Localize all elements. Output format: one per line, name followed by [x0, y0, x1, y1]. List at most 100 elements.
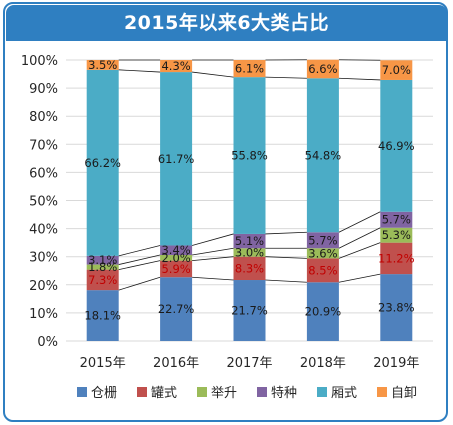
legend-swatch [197, 387, 207, 397]
series-line [118, 254, 161, 265]
data-label: 8.5% [308, 263, 337, 277]
bar-segment [306, 248, 339, 259]
y-tick-label: 30% [29, 251, 58, 266]
bar-segment [233, 248, 266, 257]
title-bar: 2015年以来6大类占比 [6, 5, 447, 41]
legend-swatch [77, 387, 87, 397]
bar-segment [86, 269, 119, 291]
data-label: 3.0% [235, 245, 264, 259]
chart-title: 2015年以来6大类占比 [123, 12, 330, 34]
series-line [265, 231, 307, 235]
bar-segment [160, 60, 193, 73]
bar-segment [380, 211, 413, 228]
bar-segment [233, 280, 266, 341]
bar-segment [160, 277, 193, 341]
bar-segment [233, 233, 266, 249]
data-label: 11.2% [378, 251, 415, 265]
legend-label: 自卸 [391, 385, 417, 401]
legend-label: 仓栅 [91, 386, 117, 401]
bar-segment [160, 255, 193, 261]
series-line [118, 276, 161, 291]
y-tick-label: 50% [29, 195, 58, 210]
bar-segment [233, 60, 266, 78]
data-label: 7.0% [382, 63, 411, 77]
bar-segment [160, 245, 193, 256]
series-line [265, 76, 307, 79]
series-line [192, 256, 234, 262]
bar-segment [306, 282, 339, 341]
data-label: 3.4% [161, 243, 190, 257]
data-label: 7.3% [88, 273, 117, 287]
series-line [265, 256, 307, 259]
x-tick-label: 2015年 [80, 356, 126, 371]
x-tick-label: 2016年 [153, 356, 199, 371]
series-line [338, 59, 381, 61]
data-label: 6.6% [308, 62, 337, 76]
data-label: 5.7% [382, 213, 411, 227]
bar-segment [306, 258, 339, 283]
y-tick-label: 80% [29, 110, 58, 125]
chart-frame [3, 2, 448, 422]
legend-swatch [377, 387, 387, 397]
bar-segment [160, 72, 193, 246]
series-line [118, 245, 161, 257]
x-tick-label: 2018年 [300, 356, 346, 371]
y-tick-label: 20% [29, 279, 58, 294]
bar-segment [380, 242, 413, 275]
data-label: 18.1% [84, 309, 121, 323]
data-label: 23.8% [378, 301, 415, 315]
bar-segment [86, 60, 119, 70]
legend-label: 特种 [271, 386, 297, 401]
series-line [265, 279, 307, 283]
legend-label: 举升 [211, 386, 237, 401]
series-line [338, 77, 381, 81]
bar-segment [380, 227, 413, 243]
bar-segment [86, 290, 119, 341]
bar-segment [306, 232, 339, 249]
bar-segment [380, 274, 413, 341]
data-label: 21.7% [231, 304, 268, 318]
series-line [338, 273, 381, 283]
bar-segment [380, 79, 413, 212]
data-label: 3.1% [88, 253, 117, 267]
data-label: 55.8% [231, 149, 268, 163]
y-tick-label: 40% [29, 223, 58, 238]
x-tick-label: 2017年 [226, 356, 272, 371]
data-label: 5.7% [308, 233, 337, 247]
y-tick-label: 0% [37, 335, 58, 350]
legend-swatch [317, 387, 327, 397]
bar-segment [233, 256, 266, 281]
bar-segment [306, 59, 339, 79]
data-label: 61.7% [158, 152, 195, 166]
bar-segment [233, 77, 266, 234]
bar-segment [86, 264, 119, 270]
x-tick-label: 2019年 [373, 356, 419, 371]
data-label: 5.9% [161, 262, 190, 276]
data-label: 5.3% [382, 228, 411, 242]
series-line [338, 227, 381, 249]
data-label: 6.1% [235, 62, 264, 76]
legend-swatch [257, 387, 267, 397]
data-label: 4.3% [161, 59, 190, 73]
data-label: 20.9% [305, 305, 342, 319]
data-label: 5.1% [235, 234, 264, 248]
bar-segment [380, 60, 413, 80]
series-line [338, 211, 381, 233]
data-label: 22.7% [158, 302, 195, 316]
y-tick-label: 90% [29, 82, 58, 97]
y-tick-label: 10% [29, 307, 58, 322]
legend-label: 罐式 [151, 386, 177, 401]
legend-label: 厢式 [331, 386, 357, 401]
series-line [118, 260, 161, 271]
y-tick-label: 60% [29, 166, 58, 181]
legend-swatch [137, 387, 147, 397]
data-label: 2.0% [161, 251, 190, 265]
y-tick-label: 70% [29, 138, 58, 153]
y-tick-label: 100% [21, 54, 58, 69]
series-line [192, 276, 234, 281]
data-label: 3.5% [88, 58, 117, 72]
data-label: 66.2% [84, 156, 121, 170]
bar-segment [160, 260, 193, 278]
data-label: 54.8% [305, 148, 342, 162]
